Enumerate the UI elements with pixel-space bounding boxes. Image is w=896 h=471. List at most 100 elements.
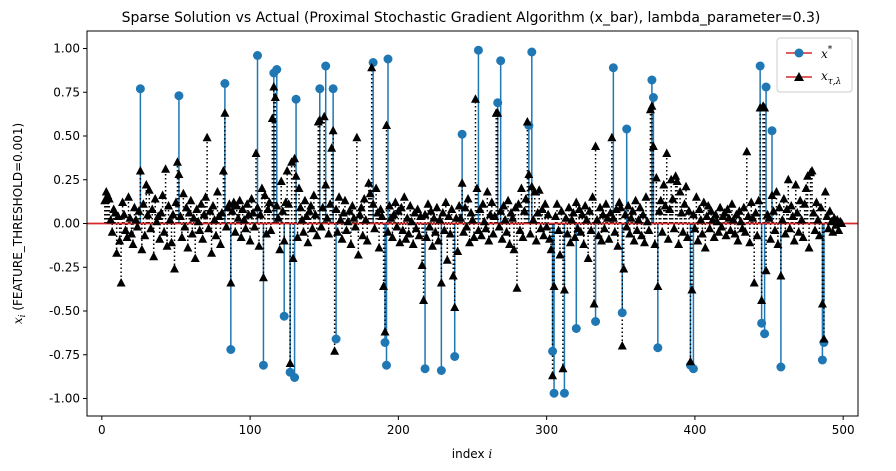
- estimate-point: [324, 229, 334, 238]
- estimate-point: [202, 132, 212, 142]
- estimate-point: [680, 199, 690, 208]
- estimate-point: [460, 202, 470, 212]
- estimate-point: [368, 199, 378, 208]
- estimate-point: [419, 295, 429, 304]
- actual-point: [548, 346, 558, 356]
- actual-point: [450, 352, 460, 361]
- estimate-point: [162, 241, 172, 250]
- estimate-point: [261, 229, 271, 238]
- y-tick-label: -0.25: [49, 260, 80, 274]
- estimate-point: [116, 278, 126, 287]
- estimate-point: [690, 223, 700, 233]
- actual-point: [258, 360, 268, 370]
- actual-point: [760, 329, 770, 339]
- actual-point: [279, 311, 289, 321]
- estimate-point: [702, 211, 712, 220]
- estimate-point: [654, 206, 664, 215]
- estimate-point: [115, 236, 125, 245]
- estimate-point: [745, 237, 755, 247]
- estimate-point: [358, 230, 368, 240]
- estimate-point: [282, 166, 292, 175]
- estimate-point: [387, 232, 397, 241]
- estimate-point: [465, 237, 475, 247]
- estimate-point: [155, 234, 165, 243]
- estimate-point: [582, 215, 592, 224]
- estimate-point: [825, 206, 835, 215]
- estimate-point: [709, 232, 719, 241]
- estimate-point: [774, 202, 784, 212]
- estimate-point: [315, 115, 325, 124]
- estimate-point: [242, 199, 252, 208]
- estimate-point: [711, 209, 721, 219]
- estimate-point: [347, 201, 357, 210]
- y-axis-label-rest: (FEATURE_THRESHOLD=0.001): [11, 123, 25, 315]
- estimate-point: [392, 222, 402, 231]
- estimate-point: [475, 204, 485, 213]
- estimate-point: [610, 227, 620, 236]
- estimate-point: [540, 199, 550, 208]
- estimate-point: [126, 229, 136, 238]
- estimate-point: [749, 278, 759, 287]
- estimate-point: [144, 185, 154, 194]
- estimate-point: [672, 176, 682, 185]
- estimate-point: [161, 164, 171, 173]
- estimate-point: [190, 253, 200, 262]
- estimate-point: [804, 243, 814, 252]
- estimate-point: [516, 183, 526, 192]
- estimate-point: [521, 194, 531, 203]
- estimate-point: [605, 208, 615, 217]
- estimate-point: [255, 209, 265, 219]
- estimate-point: [697, 229, 707, 238]
- estimate-point: [712, 216, 722, 226]
- estimate-point: [457, 178, 467, 187]
- estimate-point: [232, 201, 242, 210]
- estimate-point: [542, 222, 552, 231]
- estimate-point: [121, 225, 131, 234]
- estimate-point: [487, 197, 497, 206]
- estimate-point: [359, 194, 369, 203]
- actual-point: [767, 126, 777, 136]
- estimate-point: [344, 206, 354, 215]
- estimate-point: [319, 111, 329, 121]
- estimate-point: [195, 225, 205, 234]
- estimate-point: [132, 222, 142, 231]
- estimate-point: [629, 236, 639, 245]
- estimate-point: [681, 181, 691, 191]
- estimate-point: [307, 223, 317, 233]
- estimate-point: [739, 202, 749, 212]
- estimate-point: [118, 197, 128, 206]
- estimate-point: [552, 199, 562, 208]
- estimate-point: [172, 157, 182, 166]
- estimate-point: [500, 215, 510, 224]
- estimate-point: [377, 211, 387, 220]
- estimate-point: [607, 132, 617, 142]
- estimate-point: [141, 180, 151, 189]
- estimate-point: [269, 82, 279, 91]
- estimate-point: [637, 230, 647, 240]
- estimate-point: [353, 250, 363, 259]
- estimate-point: [187, 229, 197, 238]
- estimate-point: [128, 239, 138, 248]
- actual-point: [608, 63, 618, 73]
- estimate-point: [644, 225, 654, 234]
- estimate-point: [220, 108, 230, 117]
- estimate-point: [334, 192, 344, 201]
- estimate-point: [389, 209, 399, 219]
- estimate-point: [484, 236, 494, 245]
- legend-estimate-label: xτ,λ: [821, 69, 841, 87]
- estimate-point: [322, 213, 332, 222]
- x-axis: 0 100 200 300 400 500: [98, 416, 855, 437]
- estimate-point: [453, 246, 463, 255]
- estimate-point: [297, 215, 307, 224]
- estimate-point: [149, 251, 159, 261]
- estimate-point: [490, 211, 500, 220]
- estimate-point: [505, 239, 515, 248]
- y-axis-label-sub: i: [18, 314, 28, 317]
- estimate-point: [459, 227, 469, 236]
- estimate-point: [746, 197, 756, 206]
- estimate-point: [551, 211, 561, 220]
- estimate-point: [192, 204, 202, 213]
- estimate-point: [294, 183, 304, 192]
- estimate-point: [531, 236, 541, 245]
- estimate-point: [592, 215, 602, 224]
